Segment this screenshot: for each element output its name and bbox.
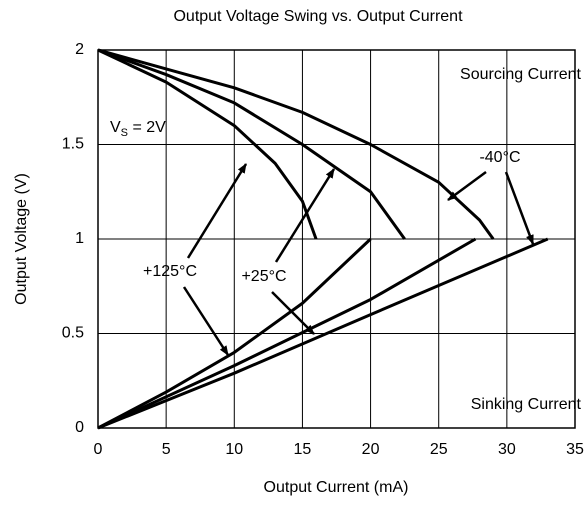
arrow (186, 163, 248, 259)
arrows (182, 163, 535, 356)
plot-area (97, 48, 576, 430)
x-tick-label: 25 (430, 441, 448, 458)
x-tick-label: 10 (225, 441, 243, 458)
arrow (274, 168, 336, 263)
curve (97, 237, 372, 430)
annotation: Sourcing Current (460, 66, 582, 83)
arrow (271, 291, 315, 335)
annotation: -40°C (479, 149, 520, 166)
curve (97, 237, 549, 430)
y-tick-label: 0 (75, 419, 84, 436)
y-tick-label: 1 (75, 230, 84, 247)
arrow (182, 286, 230, 356)
x-tick-label: 30 (498, 441, 516, 458)
arrow (504, 171, 535, 245)
curve (97, 237, 477, 430)
y-axis-label: Output Voltage (V) (13, 173, 30, 305)
x-tick-label: 20 (362, 441, 380, 458)
y-tick-label: 0.5 (62, 325, 84, 342)
x-tick-label: 0 (94, 441, 103, 458)
curve (97, 48, 495, 240)
supply-rest: = 2V (128, 119, 166, 136)
y-tick-label: 1.5 (62, 136, 84, 153)
annotation: +25°C (241, 268, 286, 285)
y-tick-label: 2 (75, 41, 84, 58)
annotation: Sinking Current (471, 396, 582, 413)
supply-sub: S (121, 127, 128, 139)
x-tick-label: 5 (162, 441, 171, 458)
curve (97, 48, 406, 240)
x-tick-label: 15 (294, 441, 312, 458)
supply-main: V (110, 119, 121, 136)
supply-label: VS = 2V (110, 119, 166, 139)
curve (97, 48, 318, 240)
x-axis-label: Output Current (mA) (264, 479, 409, 496)
arrow (447, 170, 487, 202)
plot-frame (97, 49, 576, 429)
chart-title: Output Voltage Swing vs. Output Current (173, 8, 463, 25)
x-tick-label: 35 (566, 441, 584, 458)
annotation: +125°C (143, 263, 197, 280)
